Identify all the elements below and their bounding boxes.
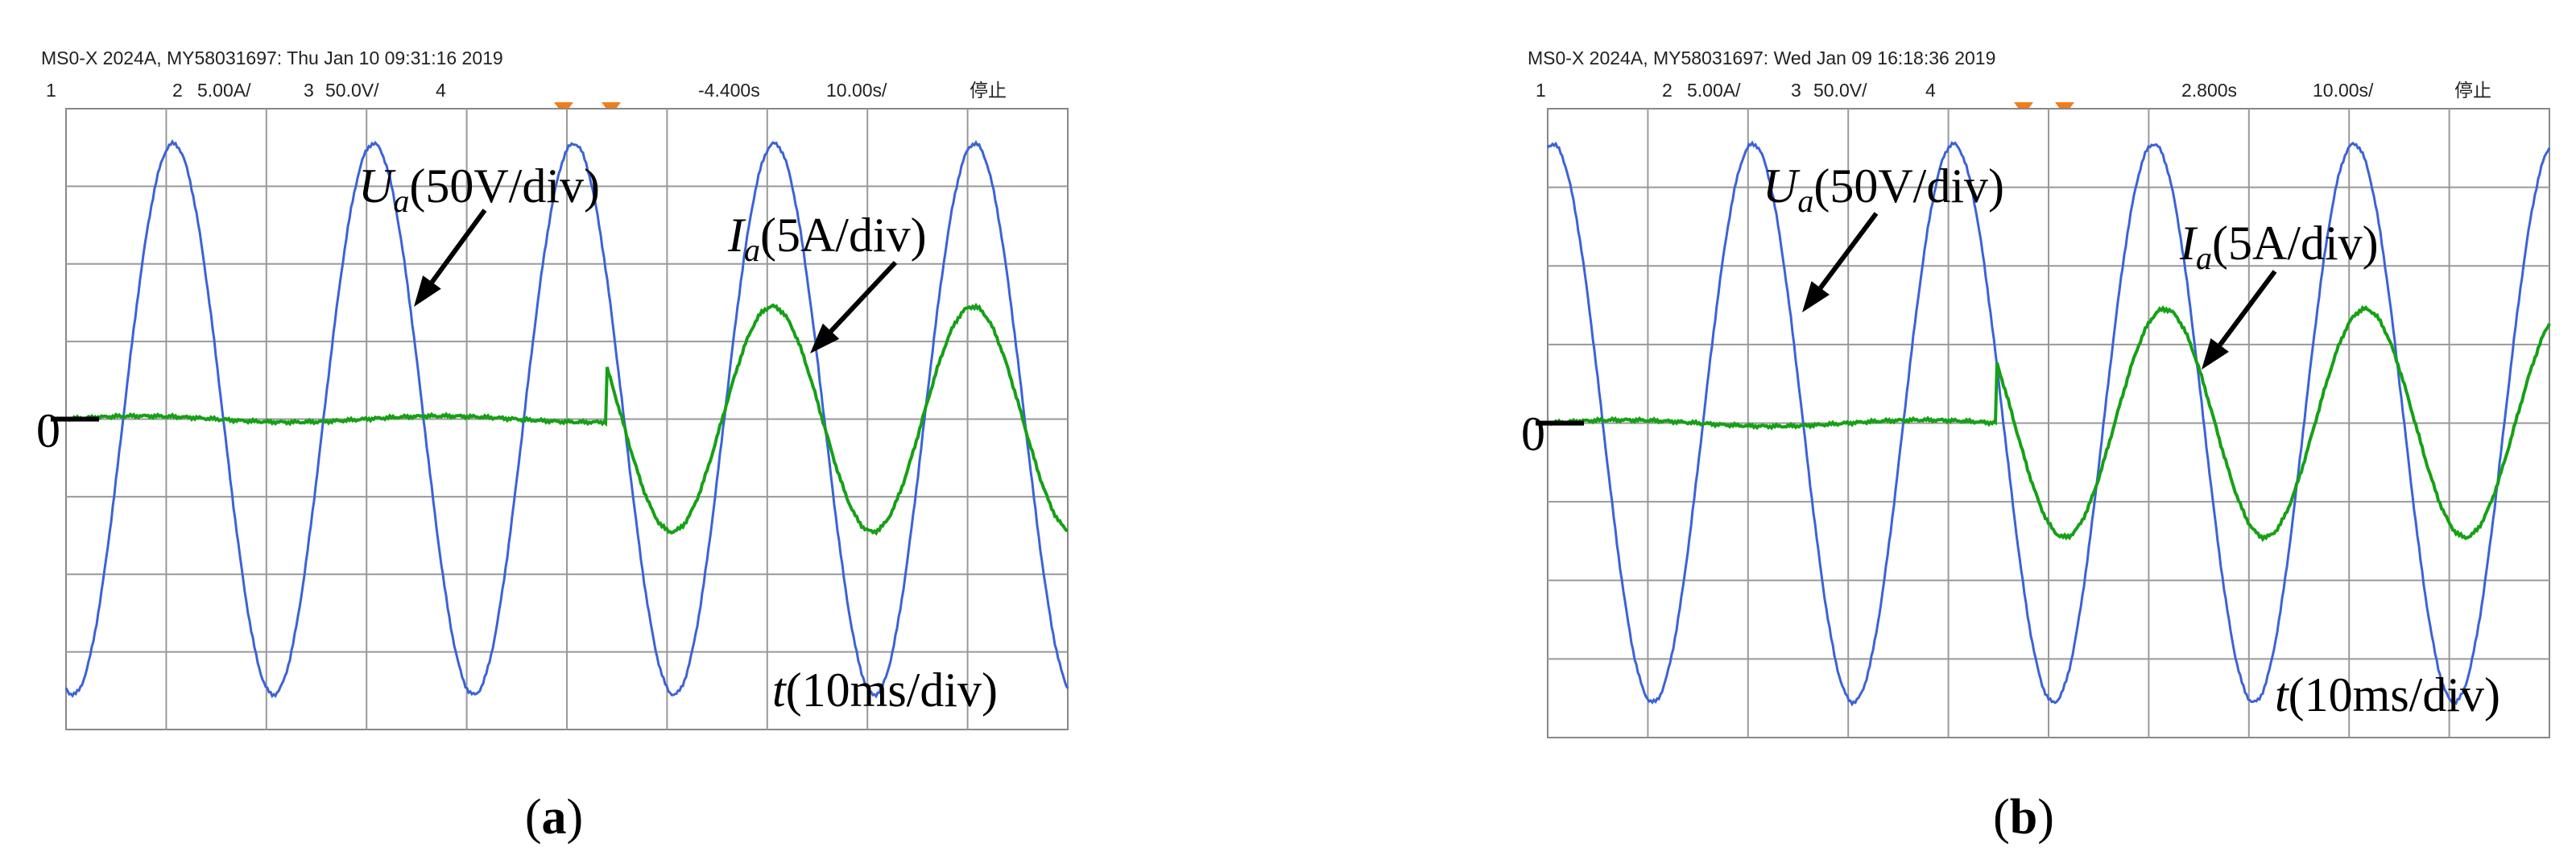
symbol: U bbox=[358, 159, 396, 213]
caption-letter: a bbox=[542, 790, 567, 845]
channel-label: 2 bbox=[1662, 80, 1673, 101]
channel-label: 2 bbox=[172, 80, 183, 101]
current-label: Ia(5A/div) bbox=[727, 209, 927, 268]
channel-label: 1 bbox=[46, 80, 56, 101]
subscript: a bbox=[744, 232, 760, 268]
caption-letter: b bbox=[2010, 790, 2037, 845]
unit: (10ms/div) bbox=[786, 663, 998, 717]
channel-label: 10.00s/ bbox=[826, 80, 887, 101]
symbol: I bbox=[727, 209, 746, 262]
voltage-label: Ua(50V/div) bbox=[358, 159, 600, 219]
channel-label: -4.400s bbox=[698, 80, 760, 101]
arrow-shaft bbox=[1818, 212, 1879, 290]
unit: (10ms/div) bbox=[2289, 668, 2500, 721]
unit: (50V/div) bbox=[1813, 159, 2004, 213]
caption: (b) bbox=[1993, 790, 2054, 845]
scope-header: MS0-X 2024A, MY58031697: Wed Jan 09 16:1… bbox=[1528, 48, 1995, 68]
voltage-label: Ua(50V/div) bbox=[1763, 159, 2004, 219]
channel-label: 50.0V/ bbox=[325, 80, 379, 101]
channel-label: 1 bbox=[1536, 80, 1546, 101]
symbol: t bbox=[772, 663, 787, 717]
time-label: t(10ms/div) bbox=[2275, 668, 2500, 721]
voltage-trace bbox=[64, 138, 1069, 699]
caption-paren: ) bbox=[2037, 790, 2054, 845]
channel-label: 5.00A/ bbox=[197, 80, 251, 101]
unit: (5A/div) bbox=[760, 209, 927, 262]
arrow-head bbox=[810, 323, 840, 353]
current-trace bbox=[65, 302, 1069, 536]
symbol: U bbox=[1763, 159, 1801, 213]
channel-label: 10.00s/ bbox=[2313, 80, 2374, 101]
channel-label: 3 bbox=[304, 80, 314, 101]
arrow-head bbox=[1802, 281, 1830, 312]
arrow-shaft bbox=[829, 260, 898, 333]
channel-label: 4 bbox=[1925, 80, 1936, 101]
channel-label: 50.0V/ bbox=[1813, 80, 1867, 101]
subscript: a bbox=[2196, 240, 2212, 276]
arrow-head bbox=[414, 275, 441, 307]
scope-panel: MS0-X 2024A, MY58031697: Thu Jan 10 09:3… bbox=[36, 48, 1069, 845]
channel-label: 3 bbox=[1791, 80, 1801, 101]
symbol: I bbox=[2179, 217, 2198, 270]
channel-label: 5.00A/ bbox=[1687, 80, 1741, 101]
zero-label: 0 bbox=[36, 404, 60, 457]
subscript: a bbox=[1797, 183, 1813, 219]
caption-paren: ) bbox=[567, 790, 584, 845]
arrow-shaft bbox=[2218, 270, 2277, 347]
current-trace bbox=[1547, 305, 2551, 543]
channel-label: 2.800s bbox=[2181, 80, 2237, 101]
zero-label: 0 bbox=[1521, 407, 1545, 461]
time-label: t(10ms/div) bbox=[772, 663, 998, 717]
caption-paren: ( bbox=[525, 790, 542, 845]
channel-label: 停止 bbox=[2454, 80, 2491, 101]
unit: (50V/div) bbox=[409, 159, 600, 213]
symbol: t bbox=[2275, 668, 2289, 721]
scope-panel: MS0-X 2024A, MY58031697: Wed Jan 09 16:1… bbox=[1521, 48, 2551, 845]
scope-header: MS0-X 2024A, MY58031697: Thu Jan 10 09:3… bbox=[41, 48, 503, 68]
channel-label: 4 bbox=[436, 80, 446, 101]
channel-label: 停止 bbox=[970, 80, 1007, 101]
caption: (a) bbox=[525, 790, 583, 845]
arrow-head bbox=[2202, 338, 2229, 370]
unit: (5A/div) bbox=[2212, 217, 2379, 270]
voltage-trace bbox=[1546, 140, 2551, 707]
caption-paren: ( bbox=[1993, 790, 2010, 845]
subscript: a bbox=[393, 183, 409, 219]
arrow-shaft bbox=[430, 209, 487, 284]
current-label: Ia(5A/div) bbox=[2179, 217, 2379, 276]
